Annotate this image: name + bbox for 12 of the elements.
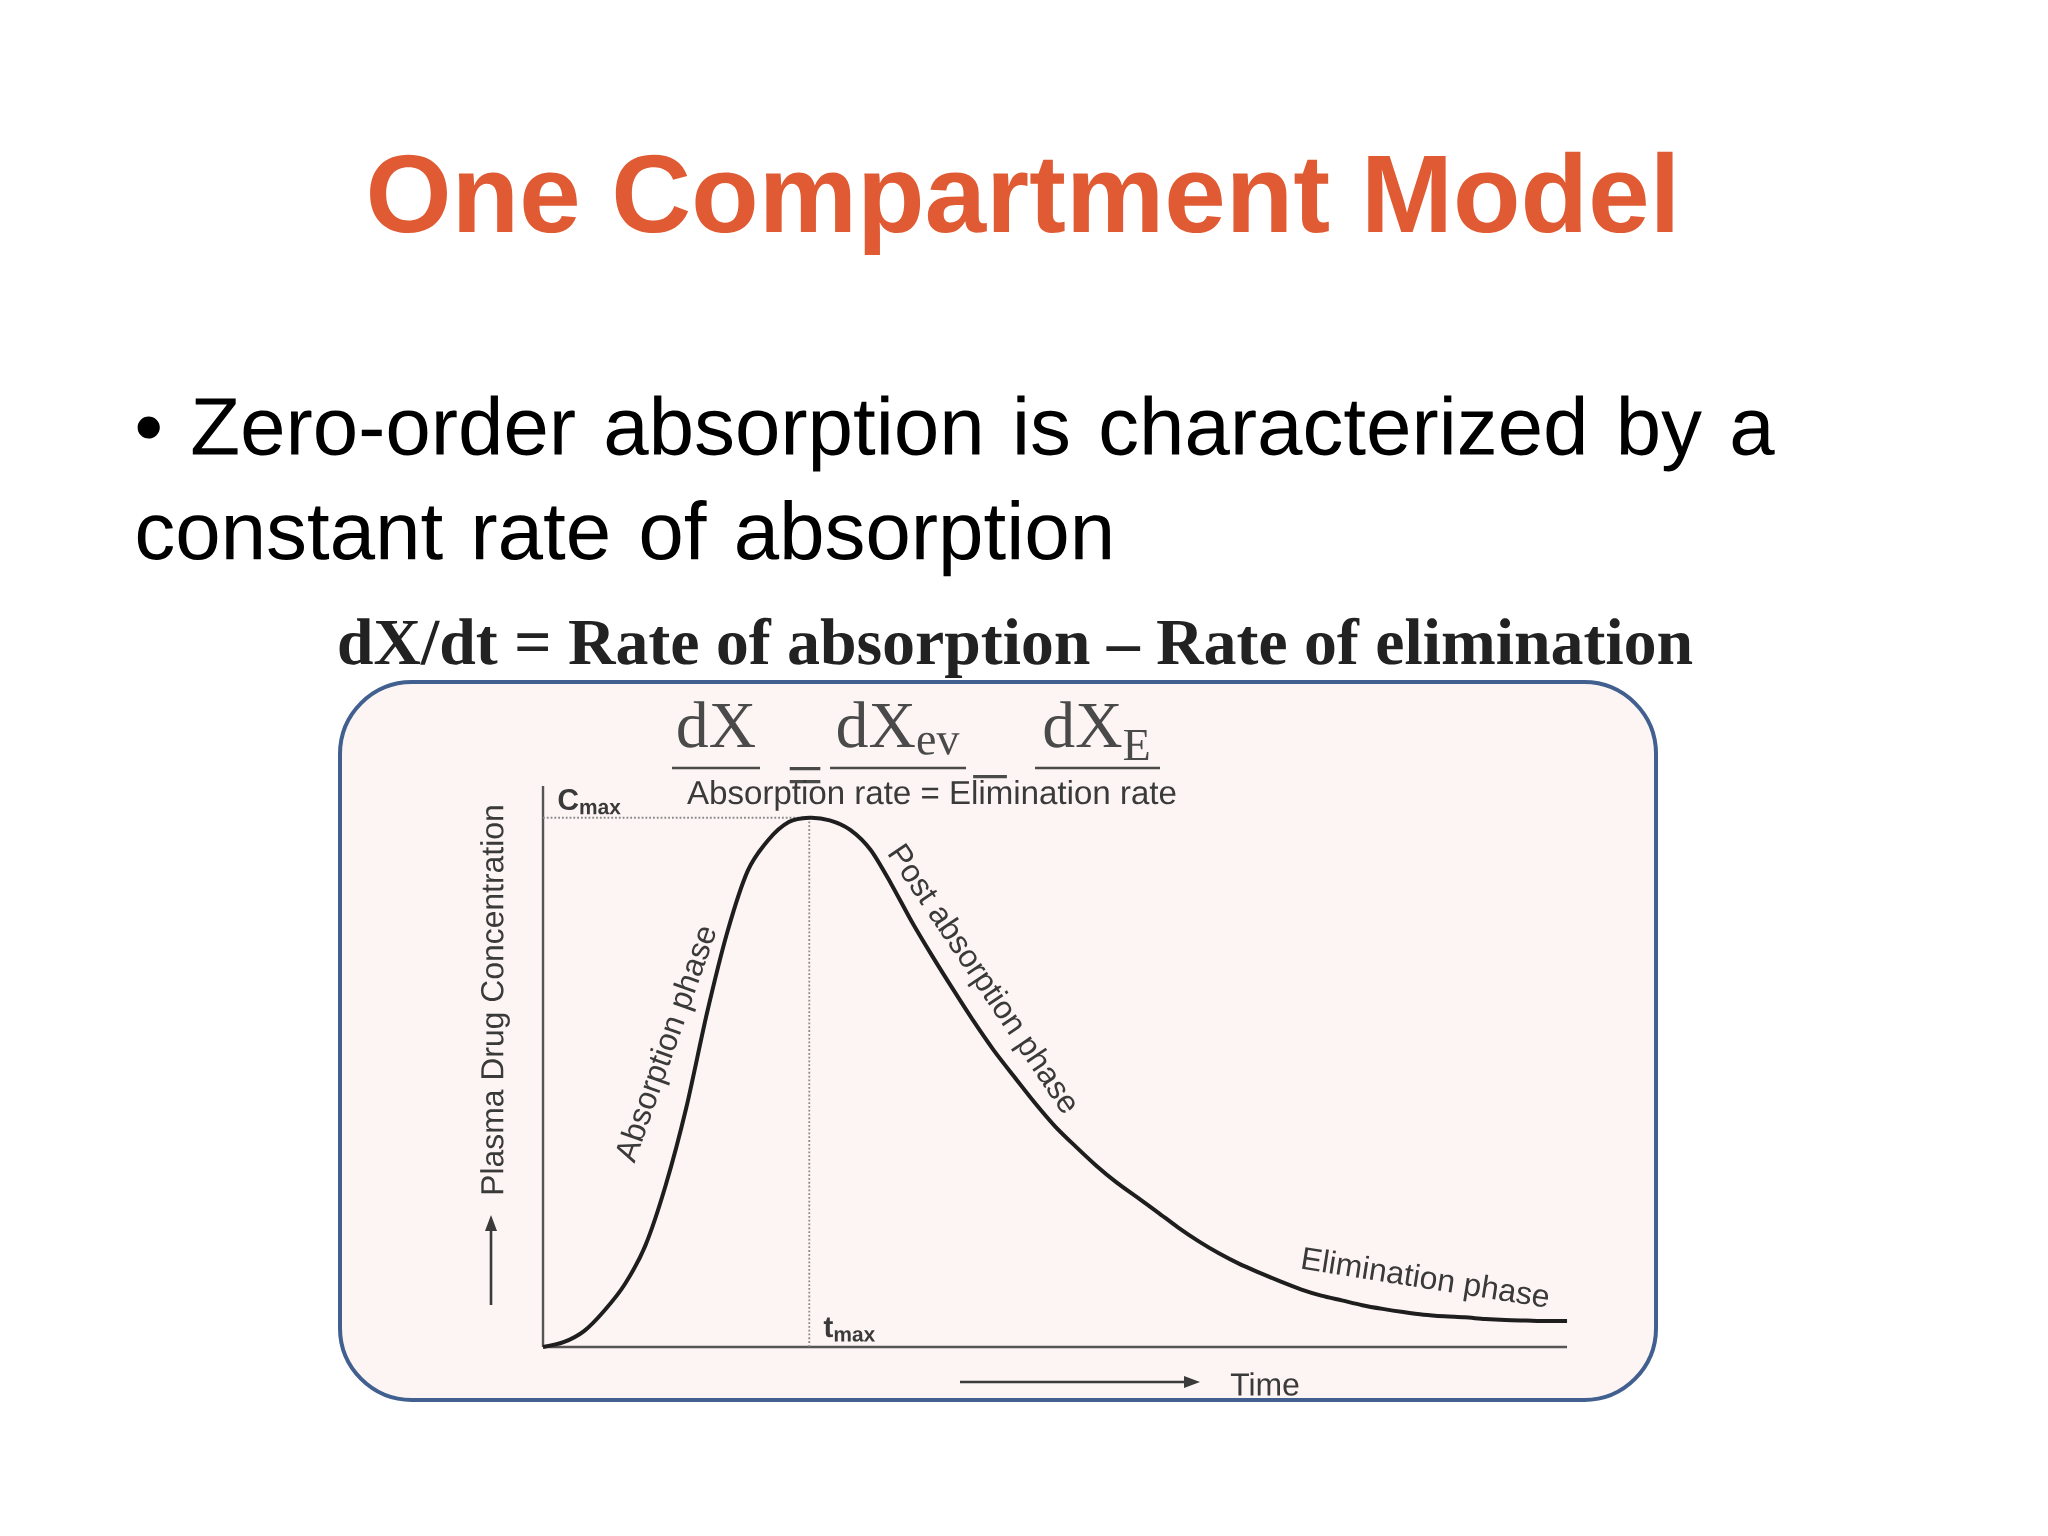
chart-subtitle: • Zero-order absorption is characterized by a constant rate of absorption xyxy=(137,395,1775,577)
chart-title: One Compartment Model xyxy=(370,151,1673,255)
y-axis-title: Plasma Drug Concentration xyxy=(480,806,510,1194)
text: dX$_{ev}$ xyxy=(837,701,960,755)
ref-line-label: C$_{max}$ xyxy=(558,788,621,815)
text: – xyxy=(973,775,1007,779)
x-axis-title: Time xyxy=(1230,1372,1299,1396)
annotation: t$_{max}$ xyxy=(823,1317,876,1342)
text: dX/dt = Rate of absorption – Rate of elimination xyxy=(339,617,1693,678)
text: dX$_{E}$ xyxy=(1044,701,1149,761)
text: dX xyxy=(678,701,755,748)
annotation: Elimination phase xyxy=(1302,1247,1549,1307)
